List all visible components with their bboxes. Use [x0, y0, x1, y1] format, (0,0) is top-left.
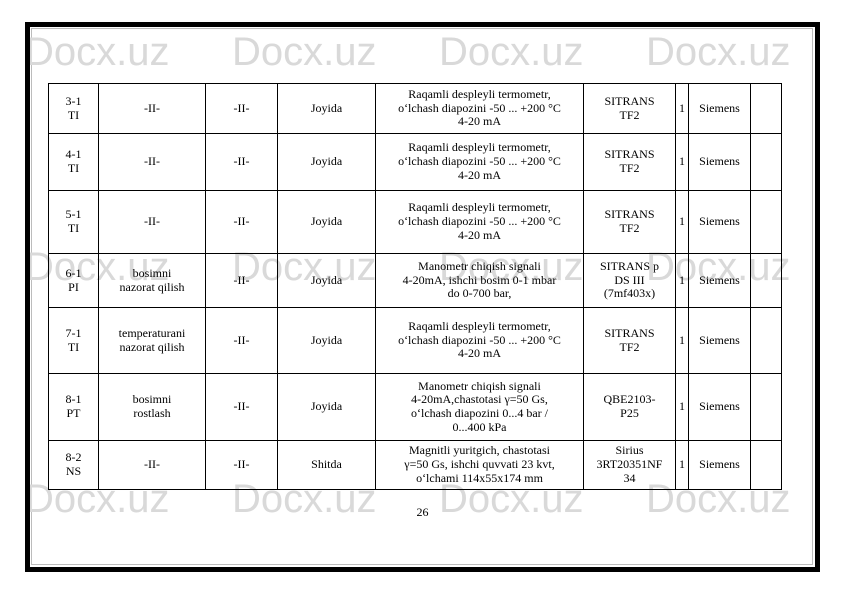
cell-note	[750, 190, 782, 254]
cell-tag: 7-1 TI	[48, 307, 99, 374]
watermark: Docx.uz	[25, 30, 170, 74]
cell-place: Joyida	[277, 253, 376, 308]
cell-ref: -II-	[205, 307, 278, 374]
cell-model: SITRANS TF2	[583, 190, 676, 254]
cell-duty: temperaturani nazorat qilish	[98, 307, 206, 374]
table-row: 6-1 PI bosimni nazorat qilish -II- Joyid…	[48, 253, 782, 308]
table-row: 5-1 TI -II- -II- Joyida Raqamli despleyl…	[48, 190, 782, 254]
cell-qty: 1	[675, 440, 689, 490]
cell-ref: -II-	[205, 440, 278, 490]
cell-maker: Siemens	[688, 440, 751, 490]
cell-note	[750, 253, 782, 308]
cell-maker: Siemens	[688, 190, 751, 254]
cell-maker: Siemens	[688, 373, 751, 441]
cell-spec: Magnitli yuritgich, chastotasi γ=50 Gs, …	[375, 440, 584, 490]
cell-ref: -II-	[205, 253, 278, 308]
cell-duty: -II-	[98, 440, 206, 490]
table-row: 8-2 NS -II- -II- Shitda Magnitli yuritgi…	[48, 440, 782, 490]
cell-duty: -II-	[98, 190, 206, 254]
cell-duty: -II-	[98, 133, 206, 191]
cell-duty: -II-	[98, 83, 206, 134]
cell-note	[750, 307, 782, 374]
cell-qty: 1	[675, 253, 689, 308]
cell-qty: 1	[675, 190, 689, 254]
cell-maker: Siemens	[688, 133, 751, 191]
cell-place: Joyida	[277, 373, 376, 441]
cell-place: Joyida	[277, 83, 376, 134]
cell-spec: Manometr chiqish signali 4-20mA,chastota…	[375, 373, 584, 441]
cell-qty: 1	[675, 373, 689, 441]
cell-duty: bosimni nazorat qilish	[98, 253, 206, 308]
cell-qty: 1	[675, 83, 689, 134]
cell-tag: 5-1 TI	[48, 190, 99, 254]
watermark: Docx.uz	[232, 30, 377, 74]
cell-model: SITRANS TF2	[583, 133, 676, 191]
cell-note	[750, 133, 782, 191]
table-row: 7-1 TI temperaturani nazorat qilish -II-…	[48, 307, 782, 374]
cell-tag: 8-2 NS	[48, 440, 99, 490]
cell-place: Shitda	[277, 440, 376, 490]
cell-spec: Raqamli despleyli termometr, o‘lchash di…	[375, 190, 584, 254]
cell-model: SITRANS TF2	[583, 83, 676, 134]
cell-tag: 6-1 PI	[48, 253, 99, 308]
cell-note	[750, 440, 782, 490]
cell-ref: -II-	[205, 133, 278, 191]
table-row: 4-1 TI -II- -II- Joyida Raqamli despleyl…	[48, 133, 782, 191]
cell-ref: -II-	[205, 373, 278, 441]
cell-spec: Raqamli despleyli termometr, o‘lchash di…	[375, 83, 584, 134]
cell-ref: -II-	[205, 83, 278, 134]
cell-ref: -II-	[205, 190, 278, 254]
cell-spec: Raqamli despleyli termometr, o‘lchash di…	[375, 133, 584, 191]
cell-model: Sirius 3RT20351NF 34	[583, 440, 676, 490]
cell-maker: Siemens	[688, 83, 751, 134]
cell-place: Joyida	[277, 307, 376, 374]
cell-duty: bosimni rostlash	[98, 373, 206, 441]
watermark: Docx.uz	[439, 30, 584, 74]
cell-model: SITRANS p DS III (7mf403x)	[583, 253, 676, 308]
cell-model: SITRANS TF2	[583, 307, 676, 374]
cell-place: Joyida	[277, 133, 376, 191]
cell-tag: 8-1 PT	[48, 373, 99, 441]
table-row: 3-1 TI -II- -II- Joyida Raqamli despleyl…	[48, 83, 782, 134]
cell-note	[750, 83, 782, 134]
cell-maker: Siemens	[688, 307, 751, 374]
cell-spec: Raqamli despleyli termometr, o‘lchash di…	[375, 307, 584, 374]
page-number: 26	[416, 505, 429, 519]
cell-place: Joyida	[277, 190, 376, 254]
table-row: 8-1 PT bosimni rostlash -II- Joyida Mano…	[48, 373, 782, 441]
cell-maker: Siemens	[688, 253, 751, 308]
cell-tag: 4-1 TI	[48, 133, 99, 191]
cell-qty: 1	[675, 307, 689, 374]
watermark: Docx.uz	[646, 30, 791, 74]
cell-note	[750, 373, 782, 441]
equipment-table: 3-1 TI -II- -II- Joyida Raqamli despleyl…	[48, 83, 782, 490]
cell-spec: Manometr chiqish signali 4-20mA, ishchi …	[375, 253, 584, 308]
cell-model: QBE2103- P25	[583, 373, 676, 441]
cell-tag: 3-1 TI	[48, 83, 99, 134]
cell-qty: 1	[675, 133, 689, 191]
